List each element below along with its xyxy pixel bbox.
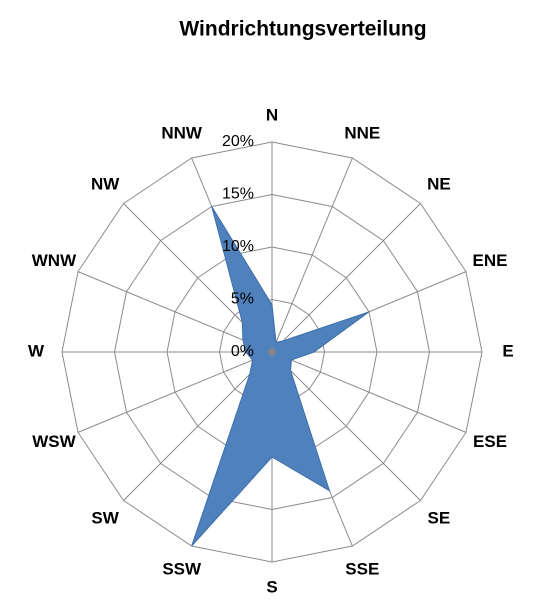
category-label: NNW [161,123,203,142]
tick-label: 10% [222,238,254,255]
category-label: N [266,105,278,124]
spoke [77,271,273,353]
data-area [191,206,370,547]
category-label: SE [428,508,451,527]
tick-label: 20% [222,133,254,150]
category-label: SW [91,508,119,527]
category-label: E [502,341,513,360]
spoke [77,351,273,433]
tick-label: 5% [231,291,254,308]
category-label: W [28,341,45,360]
spoke [123,351,273,501]
category-label: S [266,577,277,596]
category-label: SSW [162,560,202,579]
tick-label: 15% [222,186,254,203]
category-label: NNE [344,123,380,142]
category-label: WNW [32,251,77,270]
center-dot [268,348,276,356]
spoke [271,351,421,501]
category-label: ENE [473,251,508,270]
category-label: WSW [32,432,76,451]
tick-label: 0% [231,343,254,360]
category-label: NW [91,175,120,194]
spoke [271,203,421,353]
spoke [271,351,467,433]
spoke [271,157,353,353]
chart-title: Windrichtungsverteilung [179,18,426,41]
category-label: NE [427,175,451,194]
category-label: ESE [473,432,507,451]
category-label: SSE [345,560,379,579]
